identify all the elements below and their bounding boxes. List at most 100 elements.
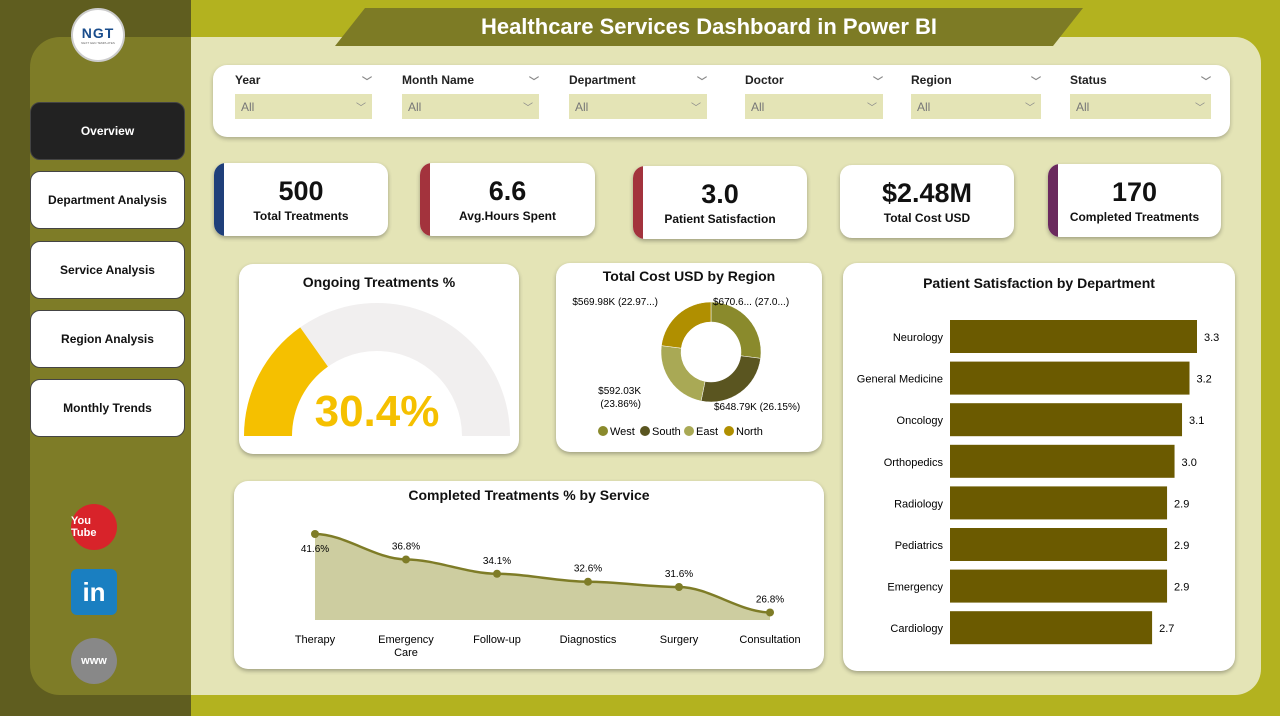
area-point[interactable]: [675, 583, 683, 591]
gauge-card: Ongoing Treatments % 30.4%: [239, 264, 519, 454]
bar[interactable]: [950, 361, 1190, 395]
bar[interactable]: [950, 611, 1153, 645]
bar[interactable]: [950, 569, 1168, 603]
area-point[interactable]: [493, 569, 501, 578]
x-tick: Diagnostics: [560, 634, 617, 646]
nav-department-analysis[interactable]: Department Analysis: [30, 171, 185, 229]
area-title: Completed Treatments % by Service: [408, 487, 650, 503]
bar[interactable]: [950, 403, 1183, 437]
chevron-down-icon: ﹀: [356, 103, 366, 114]
data-label: 26.8%: [756, 594, 784, 605]
filter-doctor: Doctor ﹀ All ﹀: [745, 73, 883, 119]
chevron-down-icon[interactable]: ﹀: [697, 77, 707, 88]
kpi-accent: [840, 165, 850, 238]
donut-label: $569.98K (22.97...): [572, 297, 658, 308]
nav-monthly-trends[interactable]: Monthly Trends: [30, 379, 185, 437]
x-tick: Care: [394, 647, 418, 659]
bar[interactable]: [950, 528, 1168, 561]
filter-month-name: Month Name ﹀ All ﹀: [402, 73, 539, 119]
filter-dropdown[interactable]: All ﹀: [911, 94, 1041, 119]
kpi-card: 6.6 Avg.Hours Spent: [420, 163, 595, 236]
nav-region-analysis[interactable]: Region Analysis: [30, 310, 185, 368]
y-tick: General Medicine: [857, 374, 943, 386]
data-label: 36.8%: [392, 541, 420, 552]
area-card: Completed Treatments % by Service 41.6% T…: [234, 481, 824, 669]
x-tick: Therapy: [295, 634, 336, 646]
legend-label[interactable]: North: [736, 426, 763, 438]
donut-label: $648.79K (26.15%): [714, 402, 800, 413]
youtube-label: You Tube: [71, 515, 97, 539]
bar-chart: Neurology 3.3 General Medicine 3.2 Oncology 3…: [857, 320, 1219, 645]
donut-chart: $670.6... (27.0...) $648.79K (26.15%) $592…: [572, 297, 800, 438]
y-tick: Cardiology: [890, 623, 943, 635]
bar-title: Patient Satisfaction by Department: [923, 275, 1155, 291]
data-label: 3.2: [1197, 374, 1212, 386]
chevron-down-icon[interactable]: ﹀: [1031, 77, 1041, 88]
kpi-accent: [420, 163, 430, 236]
legend-label[interactable]: South: [652, 426, 681, 438]
chevron-down-icon[interactable]: ﹀: [362, 77, 372, 88]
website-icon[interactable]: www: [71, 638, 117, 684]
donut-card: Total Cost USD by Region $670.6... (27.0…: [556, 263, 822, 452]
legend-marker: [724, 426, 734, 436]
y-tick: Radiology: [894, 498, 943, 510]
data-label: 3.3: [1204, 332, 1219, 344]
logo-text: NGT: [81, 25, 115, 41]
y-tick: Pediatrics: [895, 540, 944, 552]
filter-status: Status ﹀ All ﹀: [1070, 73, 1211, 119]
legend-label[interactable]: West: [610, 426, 635, 438]
filter-value: All: [917, 99, 931, 114]
kpi-card: 170 Completed Treatments: [1048, 164, 1221, 237]
legend-marker: [684, 426, 694, 436]
bar[interactable]: [950, 444, 1175, 478]
area-point[interactable]: [766, 608, 774, 617]
linkedin-icon[interactable]: in: [71, 569, 117, 615]
filter-label: Region ﹀: [911, 73, 1041, 88]
area-line: [314, 532, 771, 614]
kpi-card: $2.48M Total Cost USD: [840, 165, 1014, 238]
filter-dropdown[interactable]: All ﹀: [1070, 94, 1211, 119]
chevron-down-icon: ﹀: [867, 103, 877, 114]
chevron-down-icon[interactable]: ﹀: [529, 77, 539, 88]
donut-slice-east[interactable]: [660, 345, 706, 402]
data-label: 2.9: [1174, 582, 1189, 594]
filter-dropdown[interactable]: All ﹀: [745, 94, 883, 119]
area-point[interactable]: [402, 555, 410, 564]
area-point[interactable]: [584, 577, 592, 586]
filter-label: Year ﹀: [235, 73, 372, 88]
filter-bar: Year ﹀ All ﹀ Month Name ﹀ All ﹀ Department ﹀ All ﹀ D…: [213, 65, 1230, 137]
donut-slice-west[interactable]: [710, 301, 762, 359]
bar[interactable]: [950, 486, 1168, 520]
kpi-accent: [633, 166, 643, 239]
page-title: Healthcare Services Dashboard in Power B…: [335, 8, 1083, 46]
nav-service-analysis[interactable]: Service Analysis: [30, 241, 185, 299]
filter-label: Status ﹀: [1070, 73, 1211, 88]
area-fill: [315, 534, 770, 620]
gauge-track: [244, 303, 510, 436]
y-tick: Emergency: [887, 582, 943, 594]
legend-label[interactable]: East: [696, 426, 718, 438]
donut-slice-north[interactable]: [661, 301, 712, 349]
kpi-label: Total Treatments: [253, 209, 349, 223]
area-point[interactable]: [311, 530, 319, 538]
gauge-title: Ongoing Treatments %: [302, 274, 456, 290]
filter-dropdown[interactable]: All ﹀: [235, 94, 372, 119]
legend-marker: [598, 426, 608, 436]
filter-value: All: [241, 99, 255, 114]
data-label: 41.6%: [301, 544, 329, 555]
kpi-accent: [1048, 164, 1058, 237]
filter-department: Department ﹀ All ﹀: [569, 73, 707, 119]
nav-overview[interactable]: Overview: [30, 102, 185, 160]
x-tick: Emergency: [378, 634, 434, 646]
chevron-down-icon[interactable]: ﹀: [873, 77, 883, 88]
x-tick: Consultation: [739, 634, 800, 646]
donut-slice-south[interactable]: [700, 355, 761, 403]
youtube-icon[interactable]: You Tube: [71, 504, 117, 550]
bar[interactable]: [950, 320, 1197, 353]
filter-dropdown[interactable]: All ﹀: [402, 94, 539, 119]
chevron-down-icon[interactable]: ﹀: [1201, 77, 1211, 88]
kpi-card: 3.0 Patient Satisfaction: [633, 166, 807, 239]
filter-dropdown[interactable]: All ﹀: [569, 94, 707, 119]
donut-label: $592.03K: [598, 386, 641, 397]
